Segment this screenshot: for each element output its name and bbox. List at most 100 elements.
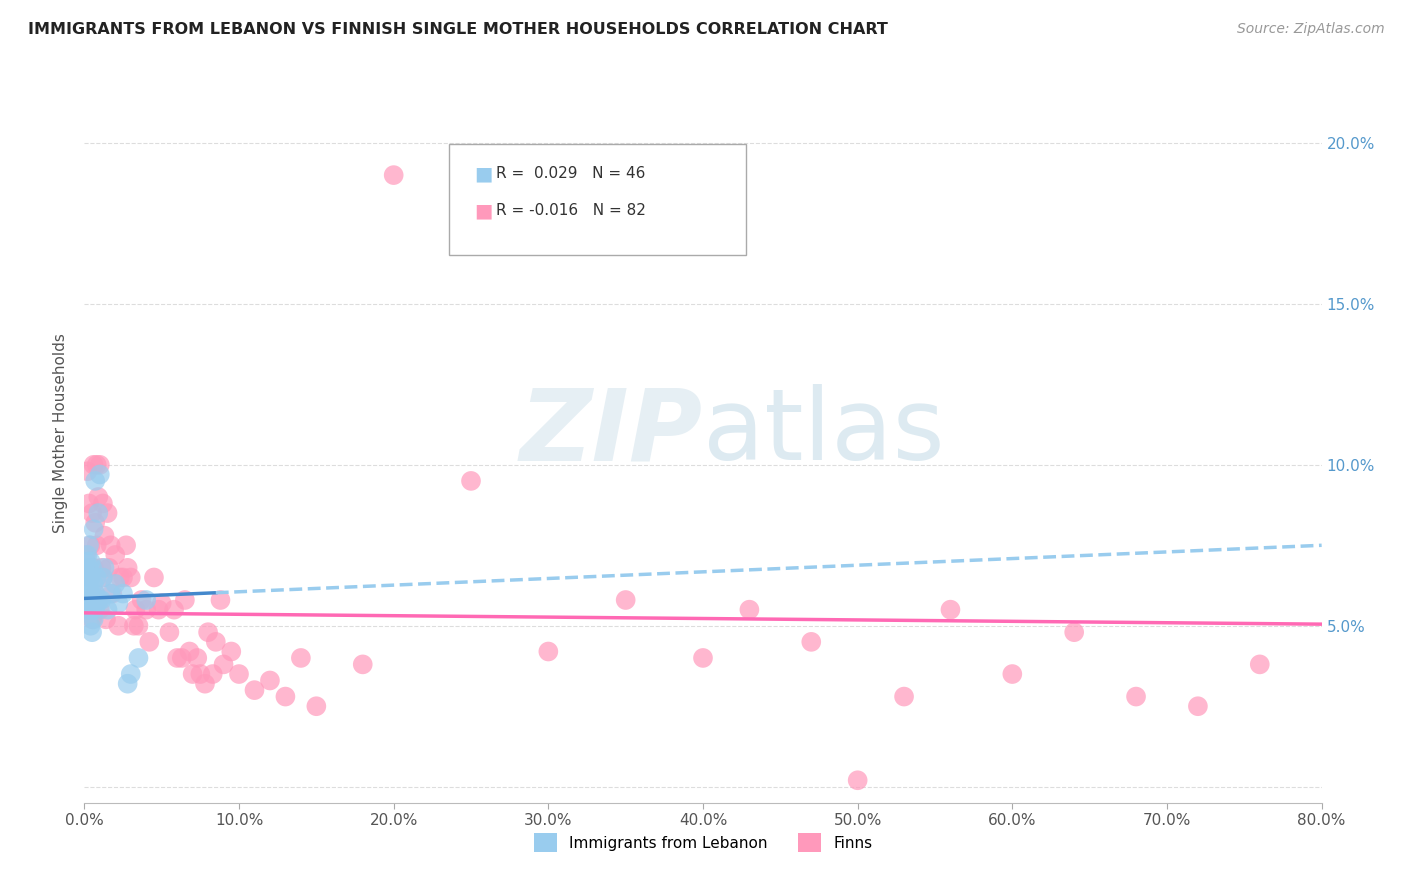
Point [96,602,118,616]
Point [76,570,98,584]
Point [893,690,915,704]
Text: ■: ■ [474,201,492,220]
Point [212,657,235,672]
Point [79,602,101,616]
Point [96,506,118,520]
Point [115,538,138,552]
Text: ZIP: ZIP [520,384,703,481]
Point [86,458,108,472]
Point [77,574,100,588]
Point [77,561,100,575]
Point [84,516,107,530]
Point [79,602,101,616]
Point [135,602,157,616]
Point [290,651,312,665]
Point [86,570,108,584]
Point [174,593,197,607]
Point [150,596,173,610]
Point [166,651,188,665]
Point [127,651,149,665]
Point [305,699,328,714]
Point [77,596,100,610]
Point [91,496,114,510]
Point [83,458,105,472]
Point [89,593,111,607]
Point [243,683,266,698]
Point [77,570,100,584]
Point [84,586,107,600]
Point [76,602,98,616]
Point [83,522,105,536]
Point [79,570,101,584]
Point [382,168,405,182]
Point [117,676,139,690]
Point [98,561,121,575]
Point [800,635,823,649]
Point [90,561,112,575]
Point [228,667,250,681]
Point [939,602,962,616]
Point [117,561,139,575]
Point [79,619,101,633]
Point [101,586,124,600]
Point [194,676,217,690]
Point [82,625,104,640]
Text: IMMIGRANTS FROM LEBANON VS FINNISH SINGLE MOTHER HOUSEHOLDS CORRELATION CHART: IMMIGRANTS FROM LEBANON VS FINNISH SINGL… [28,22,889,37]
Point [120,667,142,681]
Point [143,570,166,584]
Point [186,651,208,665]
Point [163,602,186,616]
Point [82,602,104,616]
Point [104,548,127,562]
Point [79,586,101,600]
Point [692,651,714,665]
Text: ■: ■ [474,164,492,183]
Point [259,673,281,688]
Point [1001,667,1024,681]
Point [197,625,219,640]
Point [148,602,170,616]
Point [83,577,105,591]
Point [209,593,232,607]
Point [77,538,100,552]
Point [77,496,100,510]
Point [76,464,98,478]
Point [122,619,145,633]
Point [91,570,114,584]
Point [124,602,146,616]
Point [135,593,157,607]
Point [75,548,97,562]
Point [205,635,228,649]
Point [93,528,115,542]
Y-axis label: Single Mother Households: Single Mother Households [53,333,69,533]
Text: R = -0.016   N = 82: R = -0.016 N = 82 [496,203,647,218]
Point [82,612,104,626]
Text: R =  0.029   N = 46: R = 0.029 N = 46 [496,166,645,181]
Point [274,690,297,704]
Point [76,602,98,616]
Point [219,644,242,658]
Point [87,593,110,607]
Point [100,586,122,600]
Point [76,586,98,600]
Point [107,596,129,610]
Point [75,580,97,594]
Point [76,548,98,562]
Point [738,602,761,616]
Point [75,554,97,568]
Point [1187,699,1209,714]
Point [87,593,110,607]
Point [846,773,869,788]
Point [108,570,131,584]
Point [90,593,112,607]
Point [89,602,111,616]
Point [138,635,160,649]
Point [82,506,104,520]
Point [79,538,101,552]
Point [82,586,104,600]
Point [91,570,114,584]
Legend: Immigrants from Lebanon, Finns: Immigrants from Lebanon, Finns [527,827,879,858]
Point [460,474,482,488]
Point [170,651,193,665]
Point [107,619,129,633]
